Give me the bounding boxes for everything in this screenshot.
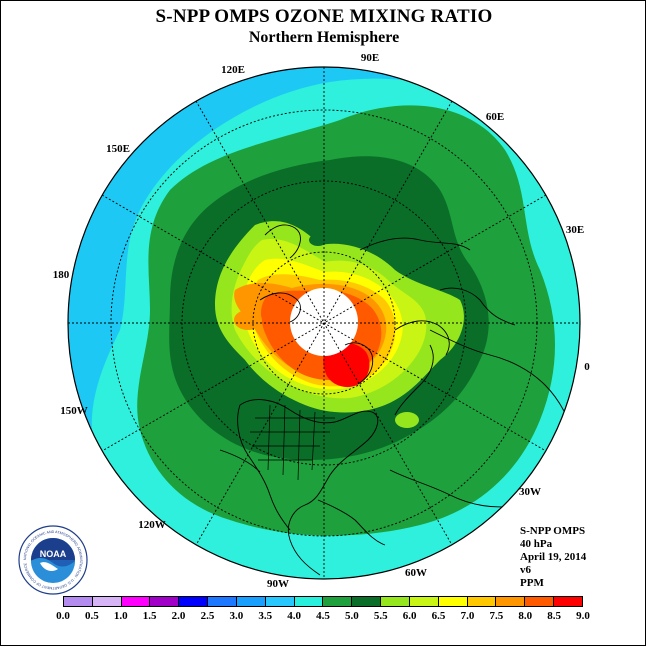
lon-label-90e: 90E xyxy=(361,52,379,64)
color-scale-tick-label: 0.5 xyxy=(85,610,99,622)
color-scale-tick-label: 9.0 xyxy=(576,610,590,622)
color-scale-tick-label: 1.0 xyxy=(113,610,128,622)
lon-label-180: 180 xyxy=(53,269,70,281)
color-swatch xyxy=(352,597,382,606)
color-scale-tick-label: 5.5 xyxy=(373,610,388,622)
page-title: S-NPP OMPS OZONE MIXING RATIO xyxy=(155,6,493,27)
color-swatch xyxy=(496,597,526,606)
lon-label-90w: 90W xyxy=(267,578,289,590)
color-scale-tick-label: 4.5 xyxy=(316,610,330,622)
color-scale-tick-label: 5.0 xyxy=(345,610,359,622)
info-date: April 19, 2014 xyxy=(520,551,587,563)
info-version: v6 xyxy=(520,564,531,576)
color-scale-tick-label: 2.0 xyxy=(171,610,186,622)
color-swatch xyxy=(265,597,295,606)
noaa-logo-text: NOAA xyxy=(40,549,67,559)
color-swatch xyxy=(323,597,353,606)
ozone-field xyxy=(68,67,580,579)
us-state-borders xyxy=(250,404,335,481)
ozone-orange-patch xyxy=(234,310,262,330)
page-subtitle: Northern Hemisphere xyxy=(248,29,400,46)
ozone-lime-patch xyxy=(395,412,419,428)
color-swatch xyxy=(525,597,555,606)
color-scale-tick-label: 8.0 xyxy=(518,610,533,622)
lon-label-60w: 60W xyxy=(405,567,427,579)
color-scale-tick-label: 8.5 xyxy=(547,610,561,622)
info-instrument: S-NPP OMPS xyxy=(520,525,586,537)
color-scale-tick-label: 3.5 xyxy=(258,610,273,622)
color-swatch xyxy=(208,597,237,606)
color-swatch xyxy=(64,597,93,606)
color-scale-tick-label: 6.0 xyxy=(402,610,417,622)
color-swatch xyxy=(554,597,582,606)
polar-data-gap xyxy=(290,288,358,356)
map-info-block: S-NPP OMPS 40 hPa April 19, 2014 v6 PPM xyxy=(520,525,586,590)
color-swatch xyxy=(236,597,266,606)
color-scale-tick-label: 4.0 xyxy=(287,610,301,622)
lon-label-30e: 30E xyxy=(566,224,584,236)
color-scale-tick-label: 7.0 xyxy=(460,610,475,622)
graticule xyxy=(68,67,580,579)
color-swatch xyxy=(409,597,439,606)
color-swatch xyxy=(92,597,122,606)
color-swatch xyxy=(121,597,151,606)
lon-label-150e: 150E xyxy=(106,143,130,155)
color-scale-tick-label: 2.5 xyxy=(200,610,215,622)
lon-label-0: 0 xyxy=(584,361,590,373)
color-swatch xyxy=(438,597,468,606)
ozone-darkgreen-patch xyxy=(309,234,327,246)
color-swatch xyxy=(294,597,324,606)
color-scale-bar xyxy=(63,596,583,607)
coastlines xyxy=(219,224,576,576)
lon-label-60e: 60E xyxy=(486,111,504,123)
color-scale-tick-label: 6.5 xyxy=(431,610,446,622)
lon-label-30w: 30W xyxy=(519,486,541,498)
color-scale-tick-label: 7.5 xyxy=(489,610,504,622)
lon-label-120e: 120E xyxy=(221,64,245,76)
color-swatch xyxy=(179,597,209,606)
longitude-labels: 90E 60E 30E 0 30W 60W 90W 120W 150W 180 … xyxy=(53,52,591,590)
color-swatch xyxy=(381,597,410,606)
color-swatch xyxy=(467,597,497,606)
info-unit: PPM xyxy=(520,577,544,589)
color-scale-tick-label: 0.0 xyxy=(56,610,70,622)
info-pressure: 40 hPa xyxy=(520,538,553,550)
color-swatch xyxy=(150,597,180,606)
map-boundary xyxy=(67,66,581,580)
noaa-logo: NOAA NATIONAL OCEANIC AND ATMOSPHERIC AD… xyxy=(18,525,88,595)
lon-label-120w: 120W xyxy=(138,519,166,531)
lon-label-150w: 150W xyxy=(60,405,88,417)
color-scale-ticks: 0.0 0.5 1.0 1.5 2.0 2.5 3.0 3.5 4.0 4.5 5.0 5.5 6.0 6… xyxy=(56,610,590,624)
color-scale-tick-label: 1.5 xyxy=(142,610,157,622)
color-scale-tick-label: 3.0 xyxy=(229,610,244,622)
